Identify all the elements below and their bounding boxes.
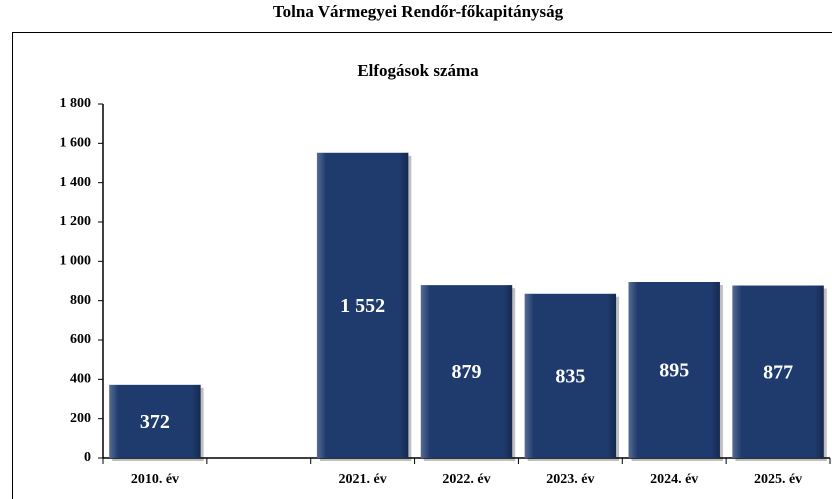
y-tick-label: 1 400 [60, 175, 92, 190]
x-tick-label: 2025. év [754, 472, 802, 487]
y-tick-label: 1 000 [60, 254, 92, 269]
y-tick-label: 800 [70, 293, 91, 308]
bar-sheen [316, 152, 409, 459]
value-label: 1 552 [340, 295, 385, 317]
x-tick-label: 2023. év [546, 472, 594, 487]
value-label: 372 [140, 411, 170, 433]
y-tick-label: 400 [70, 372, 91, 387]
bar-sheen [732, 285, 824, 458]
x-tick-label: 2021. év [339, 472, 387, 487]
y-tick-label: 200 [70, 411, 91, 426]
chart-title: Tolna Vármegyei Rendőr-főkapitányság [273, 2, 564, 21]
x-tick-label: 2010. év [131, 472, 179, 487]
bar-sheen [109, 384, 201, 458]
y-tick-label: 1 600 [60, 136, 92, 151]
value-label: 835 [555, 365, 585, 387]
bar-sheen [420, 285, 513, 458]
y-tick-label: 1 800 [60, 96, 92, 111]
chart-subtitle: Elfogások száma [357, 61, 479, 80]
y-tick-label: 600 [70, 332, 91, 347]
y-tick-label: 1 200 [60, 214, 92, 229]
value-label: 877 [763, 361, 793, 383]
bar-sheen [524, 293, 617, 458]
chart-frame [12, 32, 832, 499]
value-label: 879 [452, 361, 482, 383]
value-label: 895 [659, 360, 689, 382]
y-tick-label: 0 [84, 450, 91, 465]
x-tick-label: 2022. év [442, 472, 490, 487]
x-tick-label: 2024. év [650, 472, 698, 487]
bar-sheen [628, 281, 720, 458]
